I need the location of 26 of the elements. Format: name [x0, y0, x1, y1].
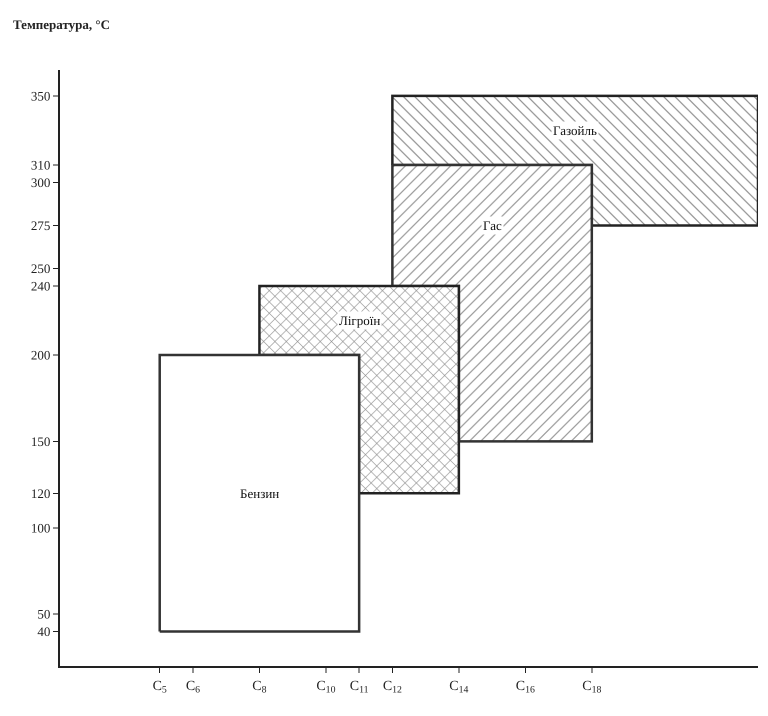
y-tick-label: 300 [30, 174, 50, 190]
y-tick-label: 200 [30, 348, 50, 363]
x-tick-label: C$_{16}$ [516, 678, 535, 696]
x-tick-label: C$_{12}$ [382, 678, 402, 696]
y-tick-label: 120 [30, 486, 50, 501]
x-tick-label: C$_{18}$ [582, 678, 602, 696]
x-tick-label: C$_{6}$ [186, 678, 200, 696]
y-tick-label: 310 [30, 158, 50, 173]
x-tick-label: C$_{11}$ [350, 678, 369, 696]
y-tick-label: 50 [37, 606, 50, 622]
series-label: Гас [483, 218, 502, 233]
y-tick-label: 250 [30, 261, 50, 276]
y-axis-title: Температура, °C [13, 17, 110, 32]
y-tick-label: 150 [30, 434, 50, 449]
series-label: Лігроїн [339, 313, 380, 328]
y-tick-label: 275 [30, 218, 50, 234]
x-tick-label: C$_{8}$ [252, 678, 267, 696]
series-label: Бензин [240, 486, 280, 501]
series-label: Газойль [553, 123, 597, 138]
x-tick-label: C$_{10}$ [316, 678, 336, 696]
y-tick-label: 350 [30, 88, 50, 104]
x-tick-label: C$_{14}$ [449, 678, 469, 696]
y-tick-label: 40 [37, 624, 50, 639]
y-tick-label: 240 [30, 278, 50, 294]
y-tick-label: 100 [30, 520, 50, 536]
x-tick-label: C$_{5}$ [152, 678, 167, 696]
